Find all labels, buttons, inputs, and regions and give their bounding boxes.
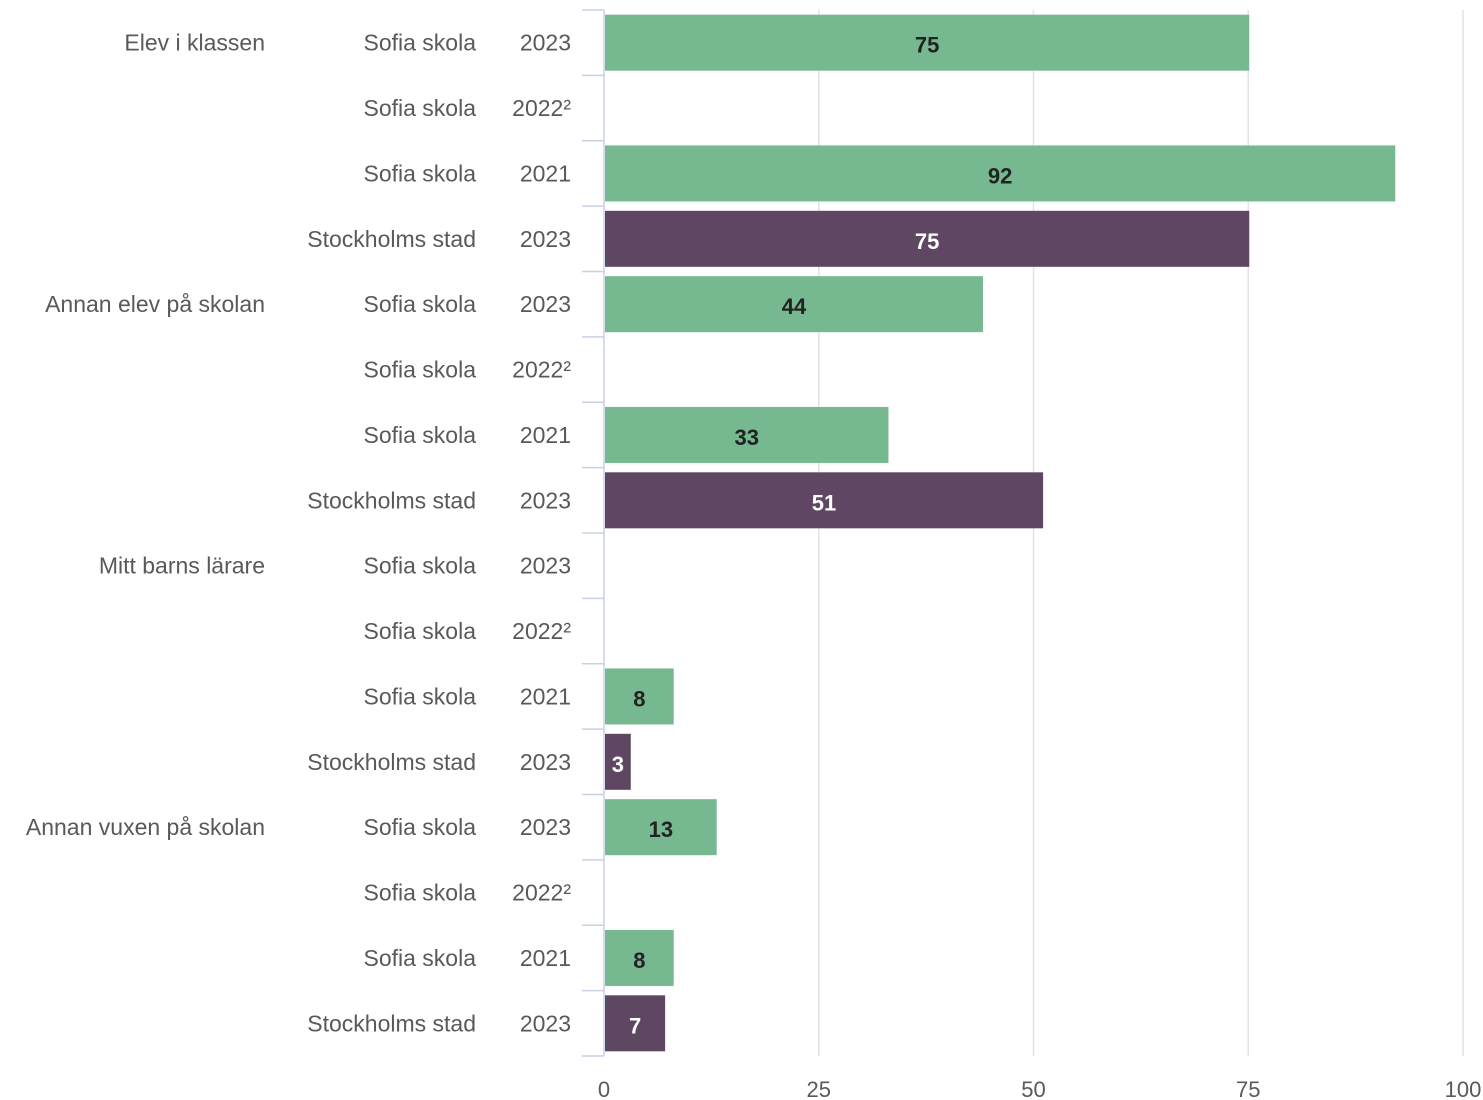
category-label: Annan elev på skolan xyxy=(45,291,265,317)
school-label: Sofia skola xyxy=(363,814,476,840)
year-label: 2023 xyxy=(520,226,571,252)
bar xyxy=(605,14,1250,71)
data-label: 7 xyxy=(629,1013,641,1038)
x-axis-ticks: 0 25 50 75 100 xyxy=(598,1077,1481,1100)
year-label: 2023 xyxy=(520,487,571,513)
x-tick-label: 75 xyxy=(1236,1077,1260,1100)
data-label: 75 xyxy=(915,229,939,254)
year-label: 2023 xyxy=(520,814,571,840)
year-label: 2023 xyxy=(520,1010,571,1036)
year-label: 2021 xyxy=(520,422,571,448)
year-label: 2023 xyxy=(520,553,571,579)
x-tick-label: 25 xyxy=(807,1077,831,1100)
bar xyxy=(605,406,889,463)
school-label: Sofia skola xyxy=(363,160,476,186)
school-label: Stockholms stad xyxy=(307,226,476,252)
value-labels: 75 92 75 44 33 51 8 3 13 8 7 xyxy=(612,33,1013,1039)
bar xyxy=(605,733,631,790)
bar xyxy=(605,929,674,986)
x-tick-label: 0 xyxy=(598,1077,610,1100)
category-label: Annan vuxen på skolan xyxy=(26,814,265,840)
bar xyxy=(605,472,1044,529)
bar xyxy=(605,145,1396,202)
x-tick-label: 50 xyxy=(1021,1077,1045,1100)
year-label: 2022² xyxy=(512,357,571,383)
category-label: Elev i klassen xyxy=(124,30,265,56)
school-label: Sofia skola xyxy=(363,30,476,56)
year-label: 2023 xyxy=(520,749,571,775)
school-label: Stockholms stad xyxy=(307,1010,476,1036)
school-label: Sofia skola xyxy=(363,95,476,121)
data-label: 8 xyxy=(633,948,645,973)
year-label: 2021 xyxy=(520,160,571,186)
data-label: 3 xyxy=(612,752,624,777)
school-label: Sofia skola xyxy=(363,683,476,709)
bar xyxy=(605,276,983,333)
school-label: Sofia skola xyxy=(363,553,476,579)
bar xyxy=(605,799,717,856)
x-tick-label: 100 xyxy=(1445,1077,1482,1100)
year-label: 2023 xyxy=(520,30,571,56)
school-label: Sofia skola xyxy=(363,618,476,644)
school-label: Sofia skola xyxy=(363,291,476,317)
data-label: 75 xyxy=(915,33,939,58)
year-label: 2022² xyxy=(512,880,571,906)
school-label: Sofia skola xyxy=(363,422,476,448)
data-label: 33 xyxy=(734,425,758,450)
data-label: 8 xyxy=(633,686,645,711)
school-label: Sofia skola xyxy=(363,880,476,906)
category-label: Mitt barns lärare xyxy=(99,553,265,579)
data-label: 92 xyxy=(988,163,1012,188)
year-label: 2023 xyxy=(520,291,571,317)
school-label: Stockholms stad xyxy=(307,487,476,513)
data-label: 44 xyxy=(782,294,807,319)
bar xyxy=(605,668,674,725)
year-label: 2022² xyxy=(512,618,571,644)
bar xyxy=(605,210,1250,267)
year-label: 2022² xyxy=(512,95,571,121)
category-axis xyxy=(582,9,605,1057)
bars xyxy=(605,14,1396,1052)
year-label: 2021 xyxy=(520,945,571,971)
bar xyxy=(605,995,666,1052)
year-label: 2021 xyxy=(520,683,571,709)
school-label: Stockholms stad xyxy=(307,749,476,775)
data-label: 13 xyxy=(649,817,673,842)
data-label: 51 xyxy=(812,490,836,515)
row-labels: Elev i klassen Sofia skola 2023 Sofia skola… xyxy=(26,30,571,1037)
school-label: Sofia skola xyxy=(363,357,476,383)
school-label: Sofia skola xyxy=(363,945,476,971)
